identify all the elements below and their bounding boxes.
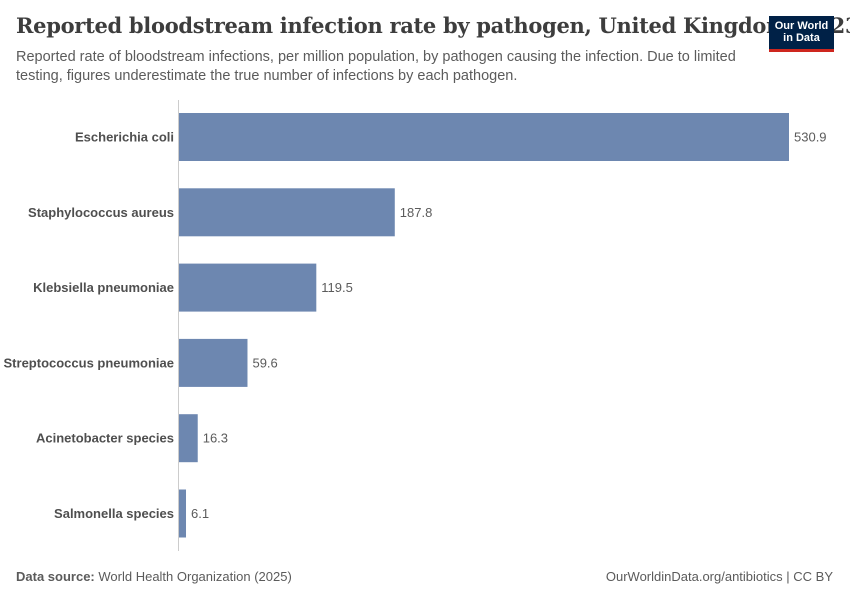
value-label: 530.9 [794, 130, 827, 145]
value-label: 59.6 [252, 355, 277, 370]
source-url-link[interactable]: OurWorldinData.org/antibiotics | CC BY [605, 569, 833, 584]
category-label: Acinetobacter species [36, 431, 174, 446]
logo-line-1: Our World [774, 20, 829, 32]
data-source: Data source: World Health Organization (… [16, 569, 292, 584]
category-label: Escherichia coli [75, 130, 174, 145]
bar-4[interactable] [179, 414, 198, 463]
owid-logo[interactable]: Our World in Data [769, 16, 834, 52]
data-source-link[interactable]: World Health Organization (2025) [98, 569, 292, 584]
bar-3[interactable] [179, 338, 248, 387]
value-label: 16.3 [203, 431, 228, 446]
value-label: 6.1 [191, 506, 209, 521]
logo-line-2: in Data [783, 32, 820, 44]
category-label: Salmonella species [54, 506, 174, 521]
bar-5[interactable] [179, 489, 187, 538]
data-source-label: Data source: [16, 569, 95, 584]
value-label: 119.5 [321, 280, 353, 295]
value-label: 187.8 [400, 205, 433, 220]
bar-2[interactable] [179, 263, 317, 312]
bar-0[interactable] [179, 113, 789, 161]
chart-subtitle: Reported rate of bloodstream infections,… [16, 49, 736, 84]
category-label: Streptococcus pneumoniae [4, 355, 174, 370]
category-label: Staphylococcus aureus [28, 205, 174, 220]
bar-1[interactable] [179, 188, 395, 237]
category-label: Klebsiella pneumoniae [33, 280, 174, 295]
chart-title: Reported bloodstream infection rate by p… [16, 13, 850, 38]
